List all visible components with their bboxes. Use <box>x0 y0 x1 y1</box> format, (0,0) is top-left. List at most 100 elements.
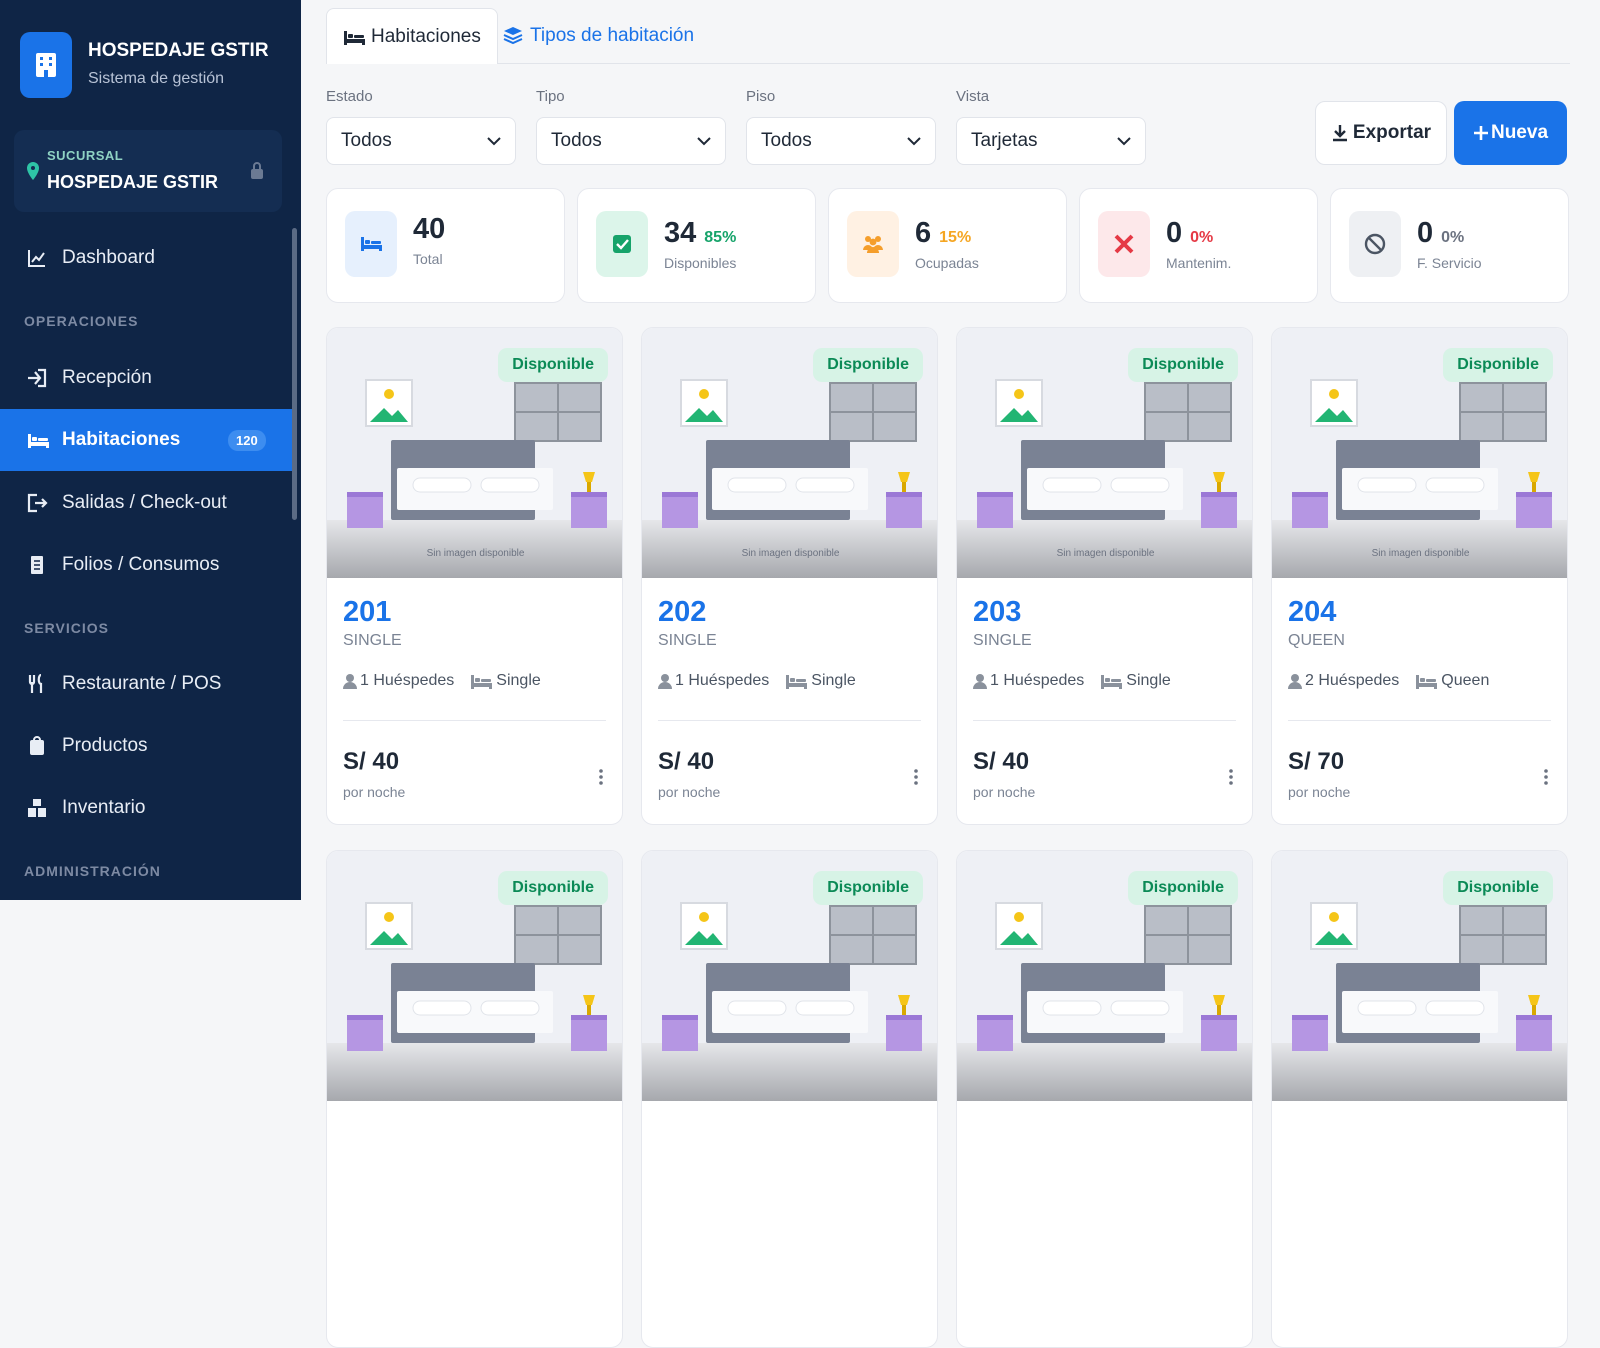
room-meta: 1 Huéspedes Single <box>343 671 541 691</box>
room-image <box>1272 328 1567 578</box>
room-meta: 1 Huéspedes Single <box>973 671 1171 691</box>
filter-label: Vista <box>956 88 990 105</box>
room-card[interactable]: Disponible Sin imagen disponible 201 SINGLE… <box>326 327 623 825</box>
nav-label: Habitaciones <box>62 429 181 450</box>
nav-item[interactable]: Dashboard <box>0 227 292 289</box>
stat-icon <box>1098 211 1150 277</box>
nav-label: Dashboard <box>62 247 155 268</box>
status-badge: Disponible <box>1443 871 1553 905</box>
stat-card: 6 15% Ocupadas <box>828 188 1067 303</box>
room-guests: 1 Huéspedes <box>990 672 1085 689</box>
tab-bar: Habitaciones Tipos de habitación <box>326 8 1570 64</box>
room-type: SINGLE <box>343 632 402 649</box>
stat-value-row: 34 85% <box>664 217 736 250</box>
sidebar: HOSPEDAJE GSTIR Sistema de gestión SUCUR… <box>0 0 301 900</box>
stat-percent: 15% <box>939 229 972 246</box>
filter-select[interactable]: Todos <box>326 117 516 165</box>
room-card[interactable]: Disponible <box>641 850 938 1348</box>
stat-label: F. Servicio <box>1417 255 1482 271</box>
export-label: Exportar <box>1352 122 1432 143</box>
nav-item[interactable]: Folios / Consumos <box>0 534 292 596</box>
stat-value: 34 <box>664 217 697 249</box>
kebab-icon <box>1544 769 1548 785</box>
room-number: 202 <box>658 596 707 628</box>
nav-section: SERVICIOS <box>24 620 109 636</box>
stat-glyph <box>1114 234 1134 254</box>
nav-label: Recepción <box>62 367 152 388</box>
stat-value-row: 6 15% <box>915 217 971 250</box>
room-card[interactable]: Disponible <box>326 850 623 1348</box>
more-menu[interactable] <box>598 768 604 791</box>
room-meta: 1 Huéspedes Single <box>658 671 856 691</box>
filter-value: Todos <box>761 130 812 151</box>
stat-percent: 85% <box>704 229 737 246</box>
image-placeholder-text: Sin imagen disponible <box>741 548 840 559</box>
filter-select[interactable]: Todos <box>536 117 726 165</box>
room-card[interactable]: Disponible Sin imagen disponible 202 SINGLE… <box>641 327 938 825</box>
room-card[interactable]: Disponible <box>956 850 1253 1348</box>
stat-label: Mantenim. <box>1166 255 1232 271</box>
room-card[interactable]: Disponible Sin imagen disponible 204 QUEEN 2… <box>1271 327 1568 825</box>
nav-item[interactable]: Productos <box>0 715 292 777</box>
room-card[interactable]: Disponible <box>1271 850 1568 1348</box>
image-placeholder-text: Sin imagen disponible <box>426 548 525 559</box>
nav-item[interactable]: Inventario <box>0 777 292 839</box>
nav-item[interactable]: Recepción <box>0 347 292 409</box>
stat-percent: 0% <box>1441 229 1465 246</box>
bed-icon <box>1416 675 1438 689</box>
filter-label: Estado <box>326 88 373 105</box>
status-badge: Disponible <box>1128 871 1238 905</box>
chevron <box>907 137 921 146</box>
status-badge: Disponible <box>498 871 608 905</box>
more-menu[interactable] <box>1543 768 1549 791</box>
nav-item[interactable]: Restaurante / POS <box>0 653 292 715</box>
tab-label: Habitaciones <box>371 25 481 47</box>
status-badge: Disponible <box>1443 348 1553 382</box>
price-unit: por noche <box>343 784 406 800</box>
tab[interactable]: Habitaciones <box>326 8 498 64</box>
room-type: SINGLE <box>973 632 1032 649</box>
divider <box>343 720 606 721</box>
chevron <box>1117 137 1131 146</box>
room-type: QUEEN <box>1288 632 1345 649</box>
new-button[interactable]: Nueva <box>1454 101 1567 165</box>
branch-label: SUCURSAL <box>47 148 124 163</box>
filter-value: Tarjetas <box>971 130 1038 151</box>
nav-label: Salidas / Check-out <box>62 492 227 513</box>
more-menu[interactable] <box>913 768 919 791</box>
nav-label: Inventario <box>62 797 146 818</box>
room-image <box>957 328 1252 578</box>
nav-item[interactable]: Salidas / Check-out <box>0 472 292 534</box>
tab-label: Tipos de habitación <box>530 25 695 46</box>
room-bed: Queen <box>1441 672 1490 689</box>
status-badge: Disponible <box>498 348 608 382</box>
filter-label: Tipo <box>536 88 565 105</box>
export-button[interactable]: Exportar <box>1315 101 1447 165</box>
lock-icon <box>251 162 263 179</box>
nav-item[interactable]: Habitaciones 120 <box>0 409 292 471</box>
stat-icon <box>1349 211 1401 277</box>
price-unit: por noche <box>1288 784 1351 800</box>
stat-icon <box>596 211 648 277</box>
stat-value: 6 <box>915 217 932 249</box>
filter-select[interactable]: Tarjetas <box>956 117 1146 165</box>
room-price: S/ 40 <box>973 748 1030 775</box>
stat-value-row: 40 <box>413 213 445 246</box>
stat-icon <box>847 211 899 277</box>
scrollbar[interactable] <box>292 228 297 520</box>
tab[interactable]: Tipos de habitación <box>486 8 710 64</box>
logo <box>20 32 72 98</box>
room-card[interactable]: Disponible Sin imagen disponible 203 SINGLE… <box>956 327 1253 825</box>
branch-name: HOSPEDAJE GSTIR <box>47 172 219 192</box>
room-number: 201 <box>343 596 392 628</box>
filter-select[interactable]: Todos <box>746 117 936 165</box>
room-price: S/ 40 <box>343 748 400 775</box>
stat-glyph <box>1364 233 1386 255</box>
new-label: Nueva <box>1490 122 1549 143</box>
divider <box>973 720 1236 721</box>
room-guests: 1 Huéspedes <box>675 672 770 689</box>
more-menu[interactable] <box>1228 768 1234 791</box>
image-placeholder-text: Sin imagen disponible <box>1056 548 1155 559</box>
